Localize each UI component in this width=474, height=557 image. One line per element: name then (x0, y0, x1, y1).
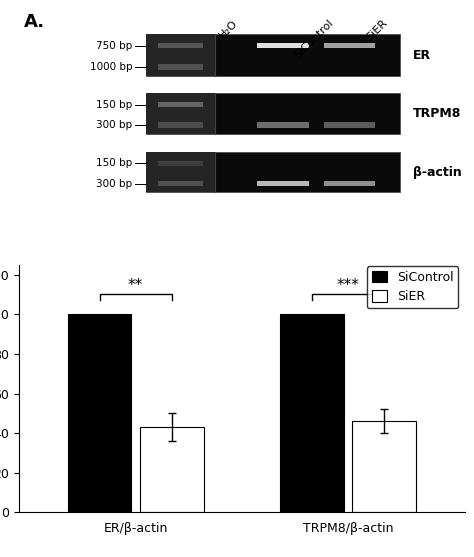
Text: **: ** (128, 278, 143, 294)
Bar (257, 102, 309, 108)
Bar (158, 43, 202, 48)
Text: 300 bp: 300 bp (96, 120, 133, 130)
Bar (146, 152, 400, 192)
Text: 150 bp: 150 bp (96, 100, 133, 110)
Text: 150 bp: 150 bp (96, 158, 133, 168)
Bar (68, 314, 131, 512)
Bar (146, 94, 215, 134)
Text: β-actin: β-actin (413, 165, 462, 179)
Bar (323, 123, 375, 128)
Bar (158, 123, 202, 128)
Text: SiControl: SiControl (293, 18, 336, 61)
Bar (158, 160, 202, 166)
Bar (146, 33, 215, 76)
Bar (146, 94, 400, 134)
Text: A.: A. (23, 13, 45, 31)
Bar (158, 181, 202, 186)
Legend: SiControl, SiER: SiControl, SiER (367, 266, 458, 308)
Bar (257, 123, 309, 128)
Bar (158, 102, 202, 108)
Bar (140, 427, 203, 512)
Bar (257, 181, 309, 186)
Text: TRPM8: TRPM8 (413, 107, 462, 120)
Bar (146, 152, 215, 192)
Text: SiER: SiER (364, 18, 389, 43)
Bar (280, 314, 344, 512)
Text: 750 bp: 750 bp (96, 41, 133, 51)
Bar (158, 64, 202, 70)
Bar (323, 181, 375, 186)
Bar (323, 43, 375, 48)
Text: ER: ER (413, 48, 431, 62)
Text: ***: *** (337, 278, 359, 294)
Text: 300 bp: 300 bp (96, 178, 133, 188)
Bar (352, 421, 416, 512)
Text: 1000 bp: 1000 bp (90, 62, 133, 72)
Bar (257, 43, 309, 48)
Bar (146, 33, 400, 76)
Text: H₂O: H₂O (217, 18, 239, 40)
